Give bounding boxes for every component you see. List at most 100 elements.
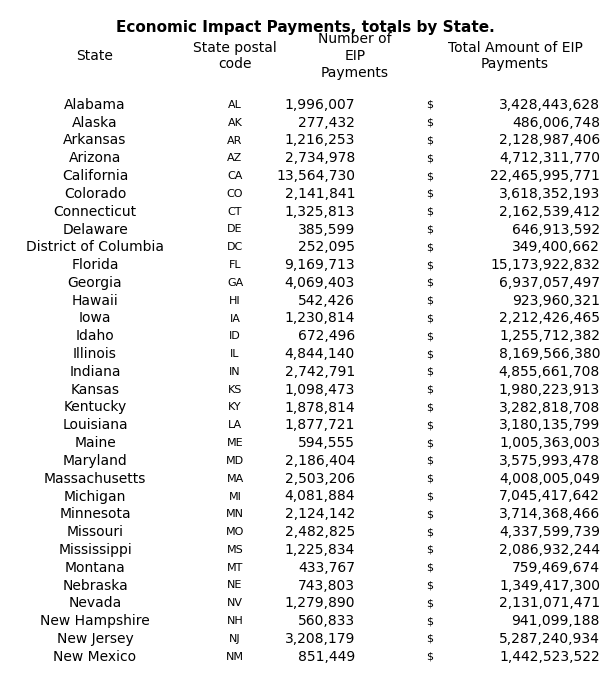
Text: 4,008,005,049: 4,008,005,049	[499, 472, 600, 486]
Text: 1,279,890: 1,279,890	[285, 596, 355, 611]
Text: MA: MA	[226, 474, 244, 484]
Text: $: $	[426, 527, 433, 537]
Text: FL: FL	[229, 260, 241, 270]
Text: 1,980,223,913: 1,980,223,913	[499, 383, 600, 397]
Text: ID: ID	[229, 331, 241, 342]
Text: 2,141,841: 2,141,841	[285, 187, 355, 201]
Text: $: $	[426, 456, 433, 466]
Text: 4,069,403: 4,069,403	[285, 276, 355, 290]
Text: 1,442,523,522: 1,442,523,522	[499, 650, 600, 663]
Text: Nebraska: Nebraska	[62, 578, 128, 593]
Text: $: $	[426, 421, 433, 430]
Text: 594,555: 594,555	[298, 436, 355, 450]
Text: 277,432: 277,432	[298, 116, 355, 130]
Text: 22,465,995,771: 22,465,995,771	[490, 169, 600, 183]
Text: $: $	[426, 331, 433, 342]
Text: Georgia: Georgia	[68, 276, 122, 290]
Text: 2,742,791: 2,742,791	[285, 365, 355, 379]
Text: MI: MI	[229, 491, 241, 501]
Text: IL: IL	[230, 349, 240, 359]
Text: NM: NM	[226, 652, 244, 662]
Text: AR: AR	[227, 136, 243, 145]
Text: Florida: Florida	[71, 258, 119, 272]
Text: 560,833: 560,833	[298, 614, 355, 628]
Text: NJ: NJ	[229, 634, 241, 644]
Text: 4,844,140: 4,844,140	[285, 347, 355, 361]
Text: 3,618,352,193: 3,618,352,193	[499, 187, 600, 201]
Text: 542,426: 542,426	[298, 294, 355, 308]
Text: DC: DC	[227, 242, 243, 252]
Text: Alaska: Alaska	[72, 116, 118, 130]
Text: $: $	[426, 296, 433, 306]
Text: $: $	[426, 652, 433, 662]
Text: State postal
code: State postal code	[193, 40, 277, 71]
Text: 4,855,661,708: 4,855,661,708	[499, 365, 600, 379]
Text: Arkansas: Arkansas	[64, 134, 126, 147]
Text: $: $	[426, 100, 433, 110]
Text: Colorado: Colorado	[64, 187, 126, 201]
Text: 743,803: 743,803	[298, 578, 355, 593]
Text: 2,131,071,471: 2,131,071,471	[499, 596, 600, 611]
Text: $: $	[426, 438, 433, 448]
Text: Connecticut: Connecticut	[53, 204, 137, 219]
Text: Hawaii: Hawaii	[71, 294, 119, 308]
Text: 1,255,712,382: 1,255,712,382	[499, 329, 600, 343]
Text: AZ: AZ	[227, 153, 243, 163]
Text: $: $	[426, 616, 433, 626]
Text: 6,937,057,497: 6,937,057,497	[499, 276, 600, 290]
Text: 3,428,443,628: 3,428,443,628	[499, 98, 600, 112]
Text: 1,349,417,300: 1,349,417,300	[499, 578, 600, 593]
Text: CA: CA	[227, 171, 243, 181]
Text: 1,230,814: 1,230,814	[285, 311, 355, 325]
Text: 4,712,311,770: 4,712,311,770	[499, 152, 600, 165]
Text: State: State	[76, 49, 114, 63]
Text: 385,599: 385,599	[298, 222, 355, 237]
Text: 9,169,713: 9,169,713	[284, 258, 355, 272]
Text: ME: ME	[227, 438, 243, 448]
Text: DE: DE	[227, 224, 243, 235]
Text: $: $	[426, 349, 433, 359]
Text: 1,005,363,003: 1,005,363,003	[499, 436, 600, 450]
Text: NE: NE	[227, 580, 243, 591]
Text: 941,099,188: 941,099,188	[511, 614, 600, 628]
Text: MT: MT	[227, 563, 243, 573]
Text: District of Columbia: District of Columbia	[26, 240, 164, 255]
Text: Idaho: Idaho	[76, 329, 114, 343]
Text: CT: CT	[228, 206, 242, 217]
Text: Nevada: Nevada	[68, 596, 122, 611]
Text: 2,124,142: 2,124,142	[285, 508, 355, 521]
Text: 1,225,834: 1,225,834	[285, 543, 355, 557]
Text: AK: AK	[227, 118, 243, 128]
Text: $: $	[426, 403, 433, 412]
Text: 4,337,599,739: 4,337,599,739	[499, 525, 600, 539]
Text: 3,180,135,799: 3,180,135,799	[499, 418, 600, 432]
Text: 2,212,426,465: 2,212,426,465	[499, 311, 600, 325]
Text: 3,714,368,466: 3,714,368,466	[499, 508, 600, 521]
Text: Montana: Montana	[65, 560, 125, 575]
Text: Kentucky: Kentucky	[64, 401, 126, 414]
Text: $: $	[426, 385, 433, 394]
Text: $: $	[426, 224, 433, 235]
Text: Michigan: Michigan	[64, 490, 126, 504]
Text: 2,734,978: 2,734,978	[285, 152, 355, 165]
Text: $: $	[426, 206, 433, 217]
Text: New Jersey: New Jersey	[57, 632, 133, 646]
Text: Arizona: Arizona	[69, 152, 121, 165]
Text: MO: MO	[226, 527, 244, 537]
Text: $: $	[426, 563, 433, 573]
Text: $: $	[426, 491, 433, 501]
Text: 1,877,721: 1,877,721	[285, 418, 355, 432]
Text: HI: HI	[229, 296, 241, 306]
Text: KY: KY	[228, 403, 242, 412]
Text: MS: MS	[227, 545, 243, 555]
Text: $: $	[426, 598, 433, 608]
Text: Minnesota: Minnesota	[59, 508, 131, 521]
Text: $: $	[426, 474, 433, 484]
Text: 759,469,674: 759,469,674	[512, 560, 600, 575]
Text: KS: KS	[228, 385, 242, 394]
Text: Alabama: Alabama	[64, 98, 126, 112]
Text: 3,575,993,478: 3,575,993,478	[499, 454, 600, 468]
Text: AL: AL	[228, 100, 242, 110]
Text: 4,081,884: 4,081,884	[285, 490, 355, 504]
Text: $: $	[426, 242, 433, 252]
